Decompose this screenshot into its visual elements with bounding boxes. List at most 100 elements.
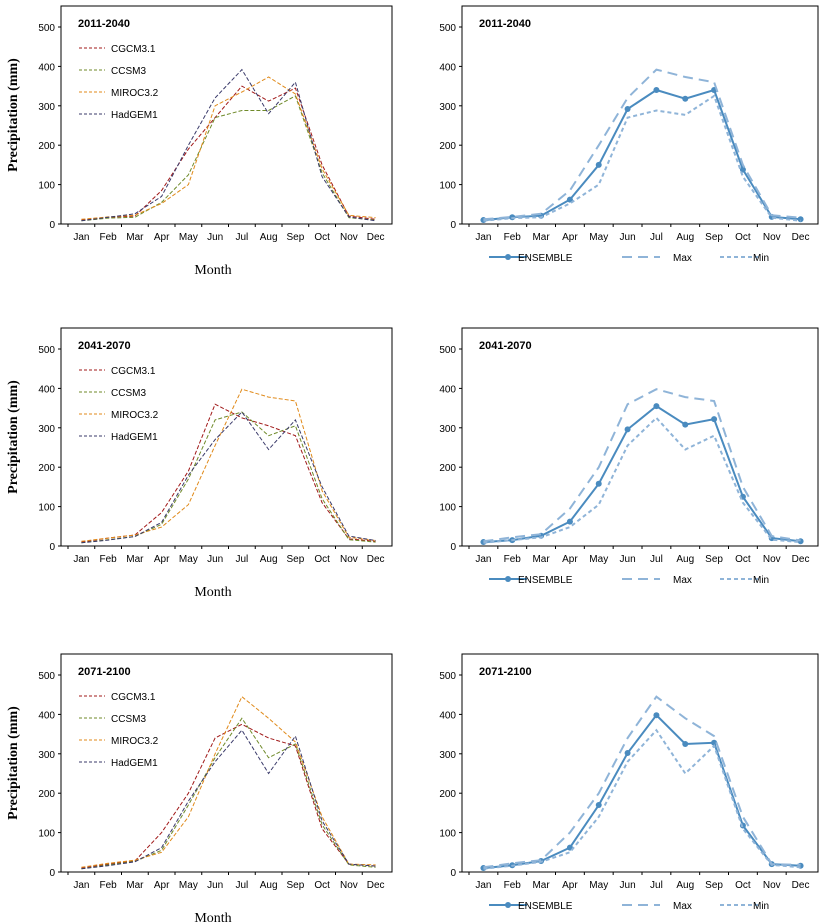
plot-frame xyxy=(461,653,819,873)
x-tick-label: Sep xyxy=(286,554,304,565)
y-tick-label: 500 xyxy=(38,671,55,682)
series-line-max xyxy=(483,695,801,869)
x-tick-label: Dec xyxy=(367,232,385,243)
x-axis-label: Month xyxy=(194,263,231,278)
x-tick-label: Mar xyxy=(126,880,144,891)
x-tick-label: Mar xyxy=(126,232,144,243)
legend-label: Min xyxy=(753,253,769,264)
y-tick-label: 100 xyxy=(38,503,55,514)
series-line-miroc3-2 xyxy=(81,388,376,542)
data-point xyxy=(711,416,718,423)
chart-3: 0 100 200 300 400 500 Jan Feb Mar Apr May Jun Jul Aug… xyxy=(6,327,393,600)
plot-frame xyxy=(60,653,393,873)
panel-title: 2041-2070 xyxy=(78,340,131,352)
y-tick-label: 300 xyxy=(439,102,456,113)
legend-label: ENSEMBLE xyxy=(518,253,573,264)
x-tick-label: Nov xyxy=(340,232,358,243)
data-point xyxy=(682,95,689,102)
series-line-min xyxy=(483,416,801,544)
x-tick-label: Jul xyxy=(235,554,248,565)
series-line-hadgem1 xyxy=(81,729,376,870)
x-tick-label: May xyxy=(179,880,198,891)
data-point xyxy=(653,712,660,719)
y-tick-label: 500 xyxy=(439,671,456,682)
series-line-max xyxy=(483,388,801,543)
y-tick-label: 200 xyxy=(38,141,55,152)
plot-frame xyxy=(60,327,393,547)
legend-label: HadGEM1 xyxy=(111,110,158,121)
series-line-min xyxy=(483,94,801,222)
series-line-miroc3-2 xyxy=(81,76,376,220)
x-tick-label: Jun xyxy=(620,232,636,243)
x-tick-label: May xyxy=(589,554,608,565)
x-axis-label: Month xyxy=(194,911,231,924)
x-tick-label: Jun xyxy=(620,880,636,891)
x-tick-label: Nov xyxy=(340,554,358,565)
x-tick-label: Nov xyxy=(763,554,781,565)
panel-title: 2041-2070 xyxy=(479,340,532,352)
series-line-max xyxy=(483,68,801,221)
legend-label: CCSM3 xyxy=(111,714,146,725)
x-tick-label: Sep xyxy=(705,880,723,891)
plot-frame xyxy=(60,5,393,225)
x-tick-label: Jan xyxy=(475,554,491,565)
x-tick-label: Jan xyxy=(73,880,89,891)
y-tick-label: 500 xyxy=(439,345,456,356)
legend-label: ENSEMBLE xyxy=(518,901,573,912)
x-tick-label: May xyxy=(589,880,608,891)
x-tick-label: Aug xyxy=(260,880,278,891)
x-tick-label: Jan xyxy=(73,232,89,243)
x-tick-label: Jul xyxy=(235,232,248,243)
x-tick-label: Jun xyxy=(207,232,223,243)
data-point xyxy=(653,87,660,94)
x-tick-label: Oct xyxy=(735,554,751,565)
x-tick-label: Aug xyxy=(260,232,278,243)
data-point xyxy=(739,166,746,173)
y-tick-label: 100 xyxy=(439,181,456,192)
x-tick-label: Jun xyxy=(620,554,636,565)
legend-label: Max xyxy=(673,575,692,586)
x-tick-label: Jul xyxy=(650,232,663,243)
x-tick-label: Apr xyxy=(562,880,578,891)
y-tick-label: 0 xyxy=(49,868,55,879)
data-point xyxy=(711,739,718,746)
x-tick-label: Aug xyxy=(676,232,694,243)
legend-label: MIROC3.2 xyxy=(111,410,159,421)
x-tick-label: Feb xyxy=(100,554,118,565)
y-tick-label: 400 xyxy=(38,710,55,721)
legend-label: CGCM3.1 xyxy=(111,366,156,377)
y-tick-label: 300 xyxy=(439,750,456,761)
x-tick-label: Apr xyxy=(562,554,578,565)
data-point xyxy=(595,161,602,168)
x-tick-label: Aug xyxy=(676,880,694,891)
y-tick-label: 400 xyxy=(439,62,456,73)
y-tick-label: 0 xyxy=(49,220,55,231)
x-tick-label: May xyxy=(179,554,198,565)
x-tick-label: Jan xyxy=(73,554,89,565)
legend-marker xyxy=(505,902,511,908)
chart-1: 0 100 200 300 400 500 Jan Feb Mar Apr May Jun Jul Aug… xyxy=(6,5,393,278)
x-tick-label: Mar xyxy=(532,232,550,243)
x-tick-label: Jul xyxy=(650,880,663,891)
y-tick-label: 400 xyxy=(439,384,456,395)
data-point xyxy=(797,216,804,223)
y-axis-label: Precipitation (mm) xyxy=(6,58,21,172)
legend-label: Max xyxy=(673,253,692,264)
y-tick-label: 100 xyxy=(439,829,456,840)
y-tick-label: 300 xyxy=(439,424,456,435)
series-line-ccsm3 xyxy=(81,95,376,222)
series-line-miroc3-2 xyxy=(81,695,376,868)
series-line-ensemble xyxy=(483,404,801,544)
x-tick-label: Mar xyxy=(532,554,550,565)
x-tick-label: May xyxy=(179,232,198,243)
series-line-hadgem1 xyxy=(81,411,376,544)
legend-label: HadGEM1 xyxy=(111,432,158,443)
x-tick-label: Oct xyxy=(314,232,330,243)
x-tick-label: Feb xyxy=(504,554,522,565)
panel-title: 2011-2040 xyxy=(78,18,130,30)
x-tick-label: Dec xyxy=(792,554,810,565)
data-point xyxy=(682,740,689,747)
y-tick-label: 300 xyxy=(38,750,55,761)
x-tick-label: Oct xyxy=(314,554,330,565)
x-tick-label: Sep xyxy=(705,232,723,243)
